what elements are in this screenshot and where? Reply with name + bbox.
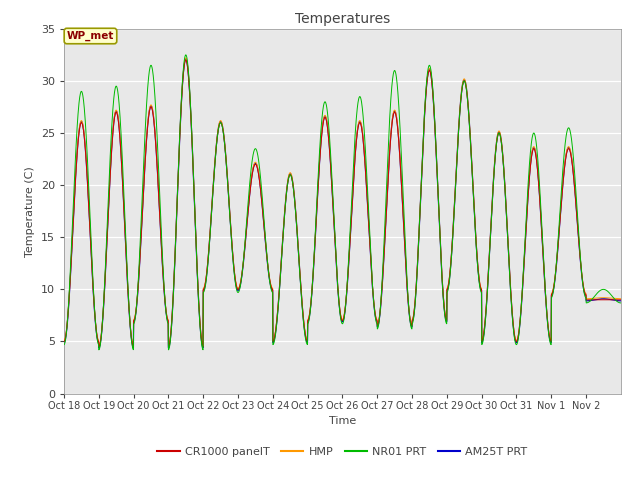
X-axis label: Time: Time <box>329 416 356 426</box>
Line: NR01 PRT: NR01 PRT <box>64 55 621 350</box>
AM25T PRT <box>116 133 124 139</box>
CR1000 panelT <box>60 338 68 344</box>
NR01 PRT <box>60 342 68 348</box>
HMP <box>609 296 617 301</box>
CR1000 panelT <box>116 134 124 140</box>
AM25T PRT <box>182 56 189 62</box>
NR01 PRT <box>182 52 189 58</box>
CR1000 panelT <box>542 297 550 303</box>
NR01 PRT <box>95 347 102 353</box>
NR01 PRT <box>236 284 244 289</box>
HMP <box>376 306 384 312</box>
Line: CR1000 panelT: CR1000 panelT <box>64 60 621 347</box>
HMP <box>542 296 550 301</box>
HMP <box>236 280 244 286</box>
CR1000 panelT <box>376 307 384 313</box>
HMP <box>182 55 189 61</box>
NR01 PRT <box>542 296 550 302</box>
HMP <box>511 331 518 336</box>
CR1000 panelT <box>95 344 102 349</box>
CR1000 panelT <box>511 332 518 338</box>
AM25T PRT <box>511 333 518 339</box>
HMP <box>617 296 625 301</box>
NR01 PRT <box>116 111 124 117</box>
AM25T PRT <box>236 282 244 288</box>
NR01 PRT <box>617 300 625 306</box>
AM25T PRT <box>609 297 617 303</box>
Title: Temperatures: Temperatures <box>295 12 390 26</box>
AM25T PRT <box>60 340 68 346</box>
CR1000 panelT <box>617 297 625 303</box>
AM25T PRT <box>95 345 102 350</box>
AM25T PRT <box>617 298 625 304</box>
AM25T PRT <box>376 308 384 314</box>
NR01 PRT <box>511 335 518 341</box>
HMP <box>60 337 68 343</box>
CR1000 panelT <box>609 297 617 303</box>
HMP <box>116 132 124 138</box>
NR01 PRT <box>609 295 617 300</box>
HMP <box>95 343 102 348</box>
AM25T PRT <box>542 298 550 303</box>
Line: HMP: HMP <box>64 58 621 346</box>
Y-axis label: Temperature (C): Temperature (C) <box>26 166 35 257</box>
NR01 PRT <box>376 307 384 313</box>
Text: WP_met: WP_met <box>67 31 114 41</box>
CR1000 panelT <box>182 57 189 63</box>
Legend: CR1000 panelT, HMP, NR01 PRT, AM25T PRT: CR1000 panelT, HMP, NR01 PRT, AM25T PRT <box>153 442 532 461</box>
Line: AM25T PRT: AM25T PRT <box>64 59 621 348</box>
CR1000 panelT <box>236 281 244 287</box>
